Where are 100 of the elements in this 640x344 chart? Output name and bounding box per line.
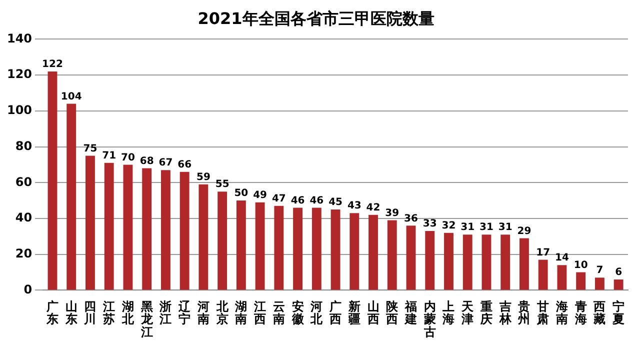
x-tick-label: 江苏 — [102, 300, 116, 326]
x-tick-label: 宁夏 — [612, 300, 625, 326]
bar — [406, 226, 416, 290]
data-label: 7 — [596, 265, 604, 276]
data-label: 49 — [253, 190, 268, 201]
x-tick-label: 天津 — [460, 300, 475, 326]
bar — [160, 170, 170, 290]
x-tick-label: 安徽 — [290, 300, 305, 326]
bar — [330, 210, 340, 290]
bar — [368, 214, 378, 290]
data-label: 75 — [83, 143, 98, 154]
data-label: 6 — [615, 267, 622, 278]
bar — [180, 172, 190, 290]
bar — [312, 208, 322, 290]
data-label: 42 — [366, 202, 380, 214]
x-tick-label: 广东 — [45, 300, 58, 326]
data-label: 70 — [121, 152, 135, 164]
y-tick-label: 20 — [15, 246, 32, 260]
y-tick-label: 120 — [6, 67, 32, 82]
x-tick-label: 吉林 — [498, 300, 512, 326]
bar — [274, 206, 284, 290]
data-label: 17 — [536, 247, 550, 258]
data-label: 55 — [215, 179, 230, 190]
x-tick-label: 河北 — [310, 300, 324, 326]
bar — [123, 164, 133, 290]
data-label: 10 — [574, 260, 588, 271]
y-tick-label: 140 — [6, 31, 32, 46]
x-tick-label: 山西 — [366, 300, 380, 326]
x-tick-label: 新疆 — [347, 300, 360, 326]
bar — [500, 234, 510, 290]
x-tick-label: 云南 — [272, 300, 285, 326]
bar — [350, 213, 360, 290]
data-label: 31 — [498, 222, 512, 234]
y-tick-label: 100 — [6, 103, 32, 118]
bar — [218, 192, 228, 290]
x-tick-label: 贵州 — [517, 300, 530, 326]
bar — [387, 220, 397, 290]
bar — [236, 200, 246, 290]
data-label: 46 — [310, 195, 324, 206]
data-label: 43 — [347, 200, 362, 212]
chart-title: 2021年全国各省市三甲医院数量 — [198, 8, 434, 28]
bar — [86, 156, 95, 290]
x-tick-label: 青海 — [574, 300, 587, 326]
bar — [255, 202, 265, 290]
bar — [520, 238, 529, 290]
x-tick-label: 海南 — [554, 300, 568, 326]
bar — [198, 184, 208, 290]
data-label: 36 — [404, 213, 418, 224]
x-tick-label: 内蒙古 — [422, 300, 436, 339]
x-tick-label: 陕西 — [385, 300, 400, 326]
bar — [557, 265, 567, 290]
data-label: 31 — [480, 222, 494, 234]
data-label: 39 — [385, 208, 400, 219]
y-tick-label: 60 — [15, 174, 32, 189]
x-tick-label: 江西 — [253, 300, 266, 326]
x-tick-label: 重庆 — [479, 300, 492, 326]
x-tick-label: 上海 — [442, 300, 455, 326]
data-label: 45 — [328, 197, 343, 208]
data-label: 31 — [460, 222, 475, 234]
x-tick-label: 福建 — [404, 300, 417, 326]
bar — [482, 234, 492, 290]
data-label: 122 — [42, 59, 63, 70]
x-tick-label: 山东 — [64, 300, 78, 326]
x-tick-label: 黑龙江 — [140, 300, 154, 339]
data-label: 47 — [272, 194, 286, 205]
x-tick-label: 四川 — [83, 300, 96, 326]
x-tick-label: 广西 — [328, 300, 342, 326]
bar — [444, 232, 454, 290]
data-label: 67 — [158, 158, 173, 169]
data-label: 32 — [442, 220, 456, 232]
bar — [576, 272, 586, 290]
x-tick-label: 湖南 — [234, 300, 248, 326]
x-tick-label: 甘肃 — [536, 300, 550, 326]
data-label: 59 — [196, 172, 210, 184]
x-tick-label: 北京 — [215, 300, 230, 326]
bar — [66, 104, 76, 290]
bar — [425, 231, 435, 290]
y-tick-label: 40 — [15, 210, 32, 225]
bar — [48, 71, 58, 290]
bar — [142, 168, 152, 290]
data-label: 71 — [102, 150, 116, 162]
bar — [104, 162, 114, 290]
data-label: 46 — [290, 195, 305, 206]
x-tick-label: 辽宁 — [178, 300, 192, 326]
bar — [594, 278, 604, 290]
data-label: 68 — [140, 156, 154, 167]
bar — [614, 279, 624, 290]
y-tick-label: 80 — [15, 138, 32, 153]
bar — [293, 208, 303, 290]
data-label: 50 — [234, 188, 248, 200]
y-tick-label: 0 — [24, 282, 32, 296]
x-tick-label: 西藏 — [592, 300, 606, 326]
data-label: 14 — [554, 252, 569, 264]
data-label: 104 — [60, 91, 82, 102]
x-tick-label: 湖北 — [120, 300, 135, 326]
x-tick-label: 浙江 — [158, 300, 172, 326]
bar — [538, 260, 548, 290]
data-label: 66 — [178, 159, 192, 170]
data-label: 33 — [422, 218, 437, 230]
data-label: 29 — [517, 226, 532, 237]
